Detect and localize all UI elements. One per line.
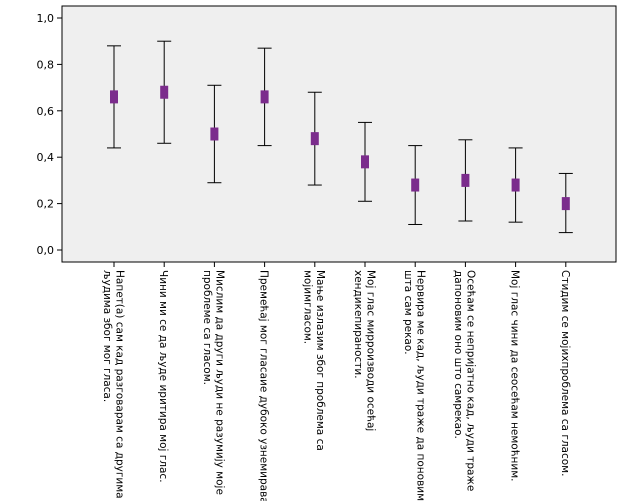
y-tick-label: 0,4 [37, 151, 55, 164]
y-tick-label: 1,0 [37, 12, 55, 25]
x-category-label: Премећај мог гласаие дубоко узнемирава. [258, 270, 270, 501]
plot-area [61, 5, 617, 263]
mean-marker [310, 132, 319, 146]
mean-marker [361, 155, 369, 169]
x-category-label-line: шта сам рекао. [402, 270, 414, 355]
x-category-label-line: Мој глас чини да сеосећам немоћним. [509, 270, 521, 482]
x-category-label-line: хендикепираности. [352, 270, 364, 379]
x-category-label: Нервира ме кад, људи траже да поновимшта… [402, 270, 427, 501]
x-category-label-line: Мој глас миpроизводи осећај [364, 270, 376, 431]
mean-marker [511, 178, 520, 192]
y-axis: 0,0 0,2 0,4 0,6 0,8 1,0 [37, 12, 62, 257]
x-category-label-line: проблеме са гласом. [201, 270, 213, 385]
x-category-label-line: дапоновим оно што самрекао. [452, 270, 464, 439]
x-category-label-line: Премећај мог гласаие дубоко узнемирава. [258, 270, 270, 501]
x-category-label-line: мојимгласом. [302, 270, 314, 344]
mean-marker [260, 90, 269, 104]
x-category-label: Мој глас чини да сеосећам немоћним. [509, 270, 521, 482]
x-category-label-line: Чини ми се да људе иритира мој глас. [157, 270, 169, 483]
y-tick-label: 0,6 [37, 105, 55, 118]
x-category-label: Мислим да други људи не разумију мојепро… [201, 270, 226, 495]
mean-marker [411, 178, 420, 192]
x-category-label-line: Напет(а) сам кад разговарам са другима [113, 270, 125, 499]
x-category-label-line: Мислим да други људи не разумију моје [214, 270, 226, 495]
x-category-label-line: људима због мог гласа. [101, 270, 113, 402]
x-category-label: Осећам се непријатно кад, људи тражедапо… [452, 270, 477, 491]
x-category-label: Напет(а) сам кад разговарам са другимаљу… [101, 270, 126, 499]
y-tick-label: 0,8 [37, 58, 55, 71]
mean-marker [561, 197, 570, 211]
y-tick-label: 0,0 [37, 244, 55, 257]
y-tick-label: 0,2 [37, 198, 55, 211]
x-category-label-line: Осећам се непријатно кад, људи траже [465, 270, 477, 491]
mean-marker [160, 85, 169, 99]
x-category-label-line: Нервира ме кад, људи траже да поновим [414, 270, 426, 501]
error-bars [107, 40, 573, 234]
x-category-label: Стидим се мојихпроблема са гласом. [559, 270, 571, 476]
x-category-label: Мање излазим због проблема самојимгласом… [302, 270, 327, 451]
x-category-label-line: Стидим се мојихпроблема са гласом. [559, 270, 571, 476]
mean-marker [461, 173, 470, 187]
x-category-label-line: Мање излазим због проблема са [314, 270, 326, 451]
x-category-label: Мој глас миpроизводи осећајхендикепирано… [352, 270, 377, 431]
x-category-label: Чини ми се да људе иритира мој глас. [157, 270, 169, 483]
mean-marker [110, 90, 118, 104]
x-axis: Напет(а) сам кад разговарам са другимаљу… [101, 262, 571, 501]
mean-marker [210, 127, 219, 141]
